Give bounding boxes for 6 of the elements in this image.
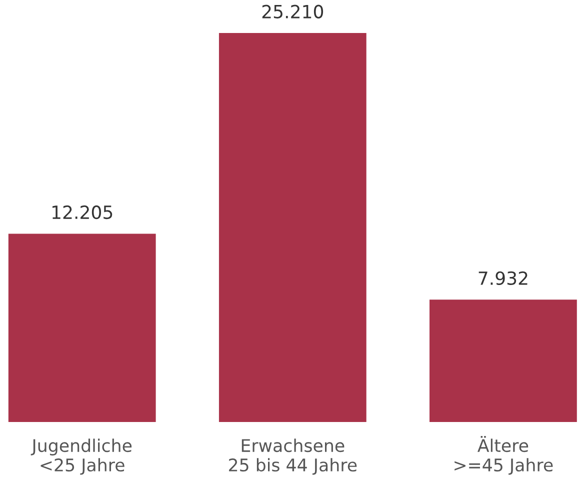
x-tick-label: Ältere >=45 Jahre bbox=[454, 436, 553, 475]
x-tick-label: Jugendliche <25 Jahre bbox=[30, 438, 132, 475]
x-tick-label: Erwachsene 25 bis 44 Jahre bbox=[229, 438, 357, 475]
data-label: 25.210 bbox=[262, 4, 324, 18]
data-label: 12.205 bbox=[52, 205, 112, 220]
data-label: 7.932 bbox=[478, 271, 528, 286]
